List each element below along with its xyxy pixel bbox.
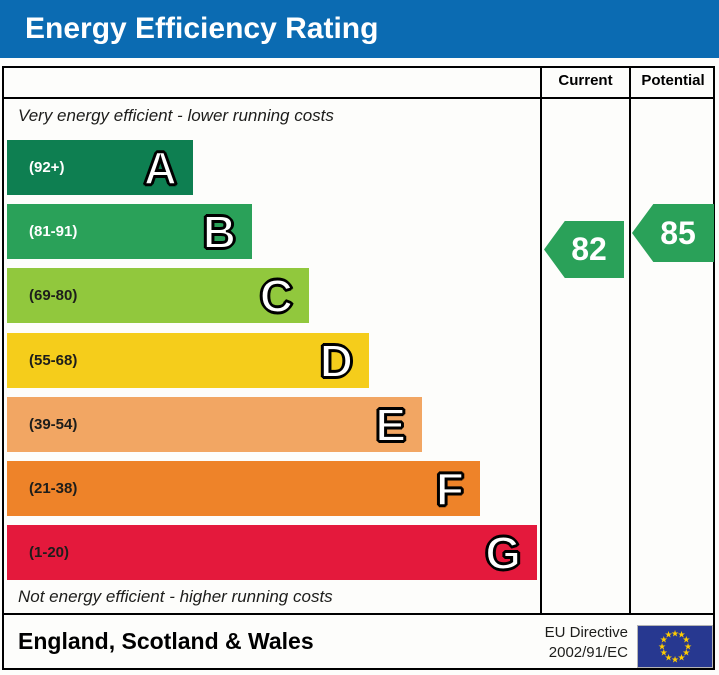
eu-star-icon: ★ — [677, 629, 686, 640]
band-range-label: (21-38) — [29, 480, 78, 497]
band-row-E: (39-54) E — [7, 397, 422, 452]
eu-star-icon: ★ — [683, 641, 693, 651]
band-row-F: (21-38) F — [7, 461, 480, 516]
band-letter: F — [435, 462, 465, 515]
band-range-label: (69-80) — [29, 287, 78, 304]
band-letter: G — [484, 526, 522, 579]
eu-flag-icon: ★ ★ ★ ★ ★ ★ ★ ★ ★ ★ ★ ★ — [637, 625, 713, 668]
band-range-label: (92+) — [29, 159, 65, 176]
band-range-label: (55-68) — [29, 352, 78, 369]
band-letter: C — [259, 269, 294, 322]
eu-directive-text: EU Directive 2002/91/EC — [450, 623, 628, 663]
eu-star-icon: ★ — [682, 634, 691, 645]
footer-border — [2, 613, 715, 670]
band-row-B: (81-91) B — [7, 204, 252, 259]
potential-rating-value: 85 — [660, 214, 696, 251]
band-letter: B — [202, 205, 237, 258]
title-banner: Energy Efficiency Rating — [0, 0, 719, 58]
page-title: Energy Efficiency Rating — [25, 12, 379, 45]
footer-region-label: England, Scotland & Wales — [18, 628, 314, 654]
eu-directive-line1: EU Directive — [544, 624, 628, 641]
eu-star-icon: ★ — [659, 647, 668, 658]
eu-directive-line2: 2002/91/EC — [548, 644, 628, 661]
band-range-label: (1-20) — [29, 544, 70, 561]
header-row-divider — [2, 97, 715, 99]
band-range-label: (39-54) — [29, 416, 78, 433]
current-rating-arrow: 82 — [544, 221, 624, 278]
eu-star-icon: ★ — [677, 652, 686, 663]
eu-star-icon: ★ — [670, 628, 680, 638]
band-row-A: (92+) A — [7, 140, 193, 195]
band-row-D: (55-68) D — [7, 333, 369, 388]
band-row-G: (1-20) G — [7, 525, 537, 580]
current-column-divider — [540, 66, 542, 613]
eu-star-icon: ★ — [657, 641, 667, 651]
column-header-current: Current — [558, 72, 613, 89]
potential-column-divider — [629, 66, 631, 613]
band-letter: A — [143, 141, 178, 194]
band-range-label: (81-91) — [29, 223, 78, 240]
eu-star-icon: ★ — [670, 654, 680, 664]
eu-star-icon: ★ — [664, 629, 673, 640]
band-letter: D — [319, 334, 354, 387]
caption-top: Very energy efficient - lower running co… — [18, 106, 334, 125]
column-header-potential: Potential — [641, 72, 705, 89]
current-rating-value: 82 — [571, 231, 607, 267]
band-row-C: (69-80) C — [7, 268, 309, 323]
band-letter: E — [374, 398, 407, 451]
eu-star-icon: ★ — [664, 652, 673, 663]
eu-star-icon: ★ — [659, 634, 668, 645]
eu-star-icon: ★ — [682, 647, 691, 658]
caption-bottom: Not energy efficient - higher running co… — [18, 587, 333, 606]
